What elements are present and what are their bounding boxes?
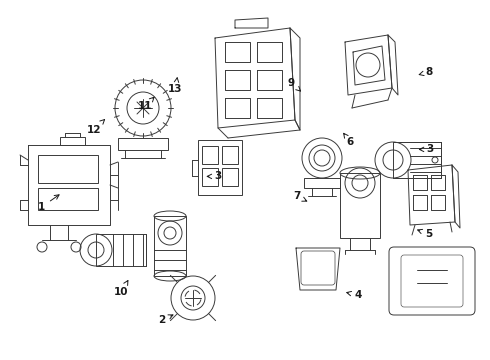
Text: 5: 5: [417, 229, 432, 239]
Bar: [118, 138, 168, 150]
Text: 1: 1: [38, 195, 59, 212]
Text: 8: 8: [419, 67, 432, 77]
Bar: [304, 178, 340, 188]
Text: 11: 11: [138, 97, 154, 111]
Bar: [198, 140, 242, 195]
Text: 6: 6: [343, 133, 354, 147]
Text: 13: 13: [168, 78, 183, 94]
Text: 9: 9: [288, 78, 300, 91]
Text: 3: 3: [419, 144, 434, 154]
Bar: [38, 188, 98, 210]
Text: 2: 2: [158, 315, 173, 325]
Bar: [96, 234, 146, 266]
Text: 4: 4: [347, 290, 362, 300]
Bar: [38, 155, 98, 183]
Text: 10: 10: [114, 280, 129, 297]
Bar: [340, 173, 380, 238]
Bar: [60, 137, 85, 145]
Bar: [222, 168, 238, 186]
Bar: [154, 216, 186, 276]
Bar: [202, 146, 218, 164]
Bar: [393, 142, 441, 178]
Bar: [202, 168, 218, 186]
Text: 3: 3: [207, 171, 221, 181]
Text: 7: 7: [293, 191, 307, 201]
Text: 12: 12: [87, 120, 105, 135]
Bar: [222, 146, 238, 164]
